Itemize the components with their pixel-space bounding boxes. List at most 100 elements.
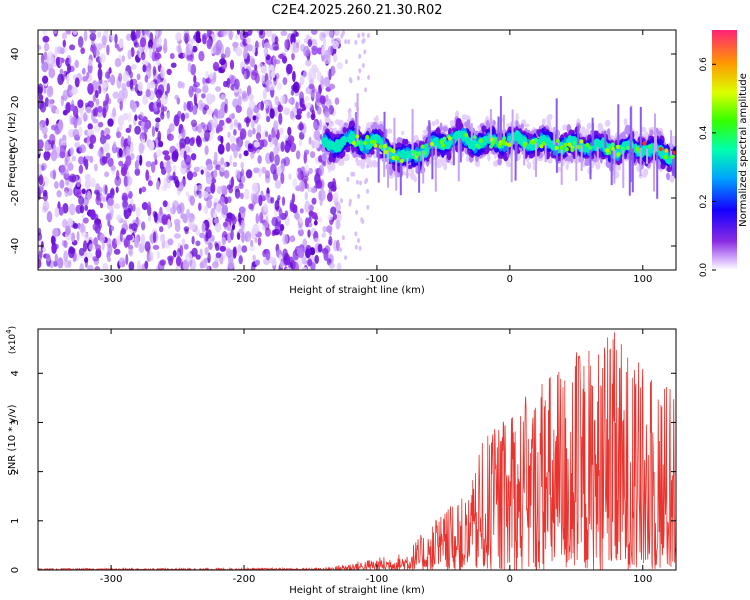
spectrogram-noise-mark [46, 63, 53, 71]
spectrogram-noise-mark [188, 85, 194, 98]
spectrogram-noise-mark [144, 241, 151, 252]
spectrogram-noise-mark [67, 84, 73, 91]
spectrogram-noise-mark [219, 58, 226, 65]
spectrogram-noise-mark [311, 197, 317, 205]
spectrogram-noise-mark [278, 253, 282, 261]
spectrogram-noise-mark [182, 259, 190, 270]
spectrogram-signal-mark [351, 144, 355, 153]
spectrogram-noise-mark [303, 152, 308, 164]
spectrogram-noise-mark [50, 235, 56, 246]
spectrogram-noise-mark [350, 171, 354, 177]
spectrogram-noise-mark [202, 106, 207, 115]
spectrogram-noise-mark [166, 83, 171, 94]
spectrogram-noise-mark [89, 32, 97, 41]
spectrogram-noise-mark [44, 140, 49, 153]
spectrogram-noise-mark [305, 33, 311, 40]
spectrogram-noise-mark [148, 140, 155, 151]
spectrogram-noise-mark [98, 147, 105, 159]
spectrogram-noise-mark [114, 57, 121, 68]
spectrogram-noise-mark [249, 244, 256, 252]
spectrogram-noise-mark [250, 151, 255, 160]
spectrogram-noise-mark [191, 45, 198, 53]
spectrogram-noise-mark [284, 39, 289, 49]
spectrogram-noise-mark [85, 106, 92, 114]
spectrogram-noise-mark [128, 248, 134, 256]
spectrogram-noise-mark [274, 180, 282, 189]
spectrogram-noise-mark [218, 119, 225, 127]
spectrogram-noise-mark [313, 220, 318, 226]
spectrogram-noise-mark [98, 85, 102, 94]
spectrogram-noise-mark [277, 104, 284, 113]
spectrogram-noise-mark [328, 187, 332, 196]
spectrogram-noise-mark [186, 56, 193, 62]
spectrogram-noise-mark [332, 180, 337, 192]
spectrogram-noise-mark [130, 141, 134, 154]
spectrogram-noise-mark [302, 175, 309, 183]
spectrogram-noise-mark [147, 215, 152, 222]
spectrogram-signal-mark [401, 130, 405, 136]
spectrogram-noise-mark [195, 31, 201, 41]
spectrogram-noise-mark [308, 167, 313, 175]
spectrogram-noise-mark [164, 154, 171, 161]
spectrogram-noise-mark [62, 203, 69, 214]
spectrogram-noise-mark [155, 30, 159, 39]
spectrogram-noise-mark [125, 253, 129, 265]
spectrogram-noise-mark [38, 83, 44, 94]
spectrogram-noise-mark [199, 248, 203, 258]
spectrogram-noise-mark [102, 196, 106, 203]
spectrogram-noise-mark [100, 129, 105, 139]
spectrogram-noise-mark [83, 240, 88, 253]
spectrogram-noise-mark [126, 176, 133, 186]
spectrogram-noise-mark [117, 115, 125, 127]
spectrogram-noise-mark [123, 219, 128, 230]
spectrogram-noise-mark [357, 193, 361, 199]
spectrogram-noise-mark [166, 68, 172, 76]
spectrogram-noise-mark [210, 182, 216, 194]
spectrogram-noise-mark [324, 49, 331, 60]
spectrogram-noise-mark [252, 45, 256, 55]
spectrogram-noise-mark [262, 222, 267, 231]
spectrogram-noise-mark [177, 43, 182, 55]
spectrogram-noise-mark [105, 213, 112, 222]
spectrogram-noise-mark [252, 127, 256, 135]
spectrogram-signal-mark [324, 117, 331, 123]
spectrogram-noise-mark [268, 134, 272, 143]
spectrogram-noise-mark [229, 59, 235, 70]
spectrogram-noise-mark [168, 123, 175, 132]
spectrogram-signal-mark [465, 121, 470, 131]
spectrogram-noise-mark [131, 101, 137, 113]
spectrogram-noise-mark [209, 72, 214, 80]
spectrogram-signal-mark [435, 118, 439, 125]
spectrogram-signal-mark [526, 161, 532, 170]
spectrogram-noise-mark [119, 100, 123, 111]
spectrogram-noise-mark [78, 164, 84, 174]
spectrogram-noise-mark [308, 216, 312, 223]
spectrogram-noise-mark [118, 257, 126, 268]
spectrogram-noise-mark [301, 266, 308, 270]
spectrogram-noise-mark [89, 155, 94, 164]
spectrogram-noise-mark [87, 252, 94, 259]
spectrogram-noise-mark [262, 88, 267, 100]
spectrogram-noise-mark [40, 53, 45, 65]
spectrogram-noise-mark [189, 222, 196, 231]
spectrogram-noise-mark [68, 203, 76, 216]
spectrogram-noise-mark [162, 200, 168, 208]
spectrogram-noise-mark [190, 63, 197, 76]
spectrogram-signal-mark [441, 150, 445, 158]
spectrogram-noise-mark [364, 87, 368, 93]
spectrogram-noise-mark [215, 252, 222, 259]
spectrogram-noise-mark [366, 188, 370, 194]
spectrogram-noise-mark [235, 33, 239, 40]
spectrogram-noise-mark [104, 184, 108, 195]
spectrogram-noise-mark [138, 142, 145, 155]
spectrogram-noise-mark [159, 226, 164, 233]
spectrogram-noise-mark [299, 91, 304, 103]
spectrogram-noise-mark [95, 248, 102, 259]
spectrogram-noise-mark [307, 38, 313, 48]
spectrogram-noise-mark [285, 267, 292, 270]
spectrogram-noise-mark [122, 112, 129, 121]
spectrogram-noise-mark [46, 211, 53, 223]
spectrogram-noise-mark [87, 83, 94, 95]
spectrogram-noise-mark [193, 75, 197, 84]
spectrogram-noise-mark [130, 64, 137, 70]
